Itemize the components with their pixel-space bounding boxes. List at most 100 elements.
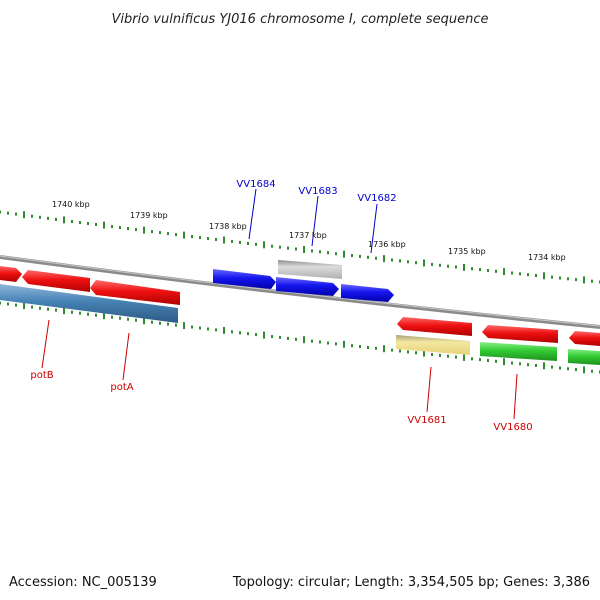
gene-label-vv1682[interactable]: VV1682 — [357, 193, 396, 204]
scale-tick — [423, 349, 425, 357]
gene-label-pota[interactable]: potA — [110, 382, 133, 393]
scale-tick — [87, 222, 89, 225]
scale-tick — [0, 210, 1, 214]
scale-tick — [535, 274, 537, 277]
scale-tick — [383, 345, 385, 353]
scale-tick — [47, 216, 49, 220]
scale-tick — [287, 246, 289, 250]
scale-tick — [439, 353, 441, 357]
gene-feature-vv1683[interactable] — [278, 260, 342, 279]
scale-tick — [575, 278, 577, 282]
gene-feature-red[interactable] — [0, 266, 22, 282]
scale-tick — [55, 217, 57, 221]
scale-label: 1736 kbp — [368, 240, 406, 249]
scale-tick — [191, 325, 193, 329]
scale-tick — [95, 223, 97, 226]
scale-tick — [279, 245, 281, 249]
scale-tick — [111, 315, 113, 319]
scale-tick — [311, 339, 313, 343]
scale-tick — [495, 359, 497, 363]
scale-tick — [87, 312, 89, 316]
scale-tick — [479, 358, 481, 362]
scale-tick — [591, 279, 593, 283]
scale-tick — [399, 349, 401, 353]
scale-tick — [199, 326, 201, 330]
scale-tick — [7, 211, 9, 215]
scale-tick — [335, 342, 337, 346]
scale-tick — [399, 259, 401, 263]
scale-tick — [391, 348, 393, 352]
scale-tick — [39, 306, 41, 310]
scale-tick — [391, 258, 393, 262]
scale-tick — [463, 353, 465, 361]
scale-tick — [239, 331, 241, 335]
gene-label-vv1684[interactable]: VV1684 — [236, 179, 275, 190]
label-leader-line — [370, 203, 378, 254]
scale-tick — [327, 251, 329, 255]
scale-tick — [215, 238, 217, 241]
scale-tick — [567, 277, 569, 281]
scale-tick — [159, 231, 161, 235]
label-leader-line — [248, 188, 257, 240]
scale-tick — [239, 240, 241, 244]
scale-tick — [359, 254, 361, 258]
gene-feature-vv1681[interactable] — [396, 335, 470, 355]
gene-feature-red[interactable] — [569, 331, 600, 346]
scale-tick — [207, 327, 209, 331]
gene-feature-vv1683-arrow[interactable] — [276, 277, 339, 296]
scale-tick — [255, 242, 257, 246]
accession-text: Accession: NC_005139 — [9, 575, 157, 590]
scale-tick — [447, 354, 449, 358]
scale-tick — [0, 301, 1, 305]
scale-tick — [551, 275, 553, 279]
scale-tick — [375, 256, 377, 260]
gene-feature-red[interactable] — [397, 317, 472, 336]
map-title: Vibrio vulnificus YJ016 chromosome I, co… — [111, 12, 488, 27]
gene-label-vv1681[interactable]: VV1681 — [407, 415, 446, 426]
scale-tick — [103, 221, 105, 229]
scale-tick — [471, 267, 473, 271]
gene-label-vv1683[interactable]: VV1683 — [298, 186, 337, 197]
scale-tick — [159, 321, 161, 325]
scale-tick — [551, 365, 553, 369]
scale-tick — [183, 231, 185, 239]
scale-tick — [447, 264, 449, 268]
gene-feature-red[interactable] — [482, 325, 558, 343]
gene-feature-vv1682[interactable] — [341, 284, 394, 302]
scale-tick — [495, 269, 497, 273]
scale-tick — [263, 241, 265, 249]
scale-ticks-bottom — [0, 301, 600, 374]
scale-tick — [79, 311, 81, 315]
scale-tick — [511, 361, 513, 365]
scale-tick — [231, 239, 233, 243]
scale-tick — [303, 336, 305, 344]
label-leader-line — [513, 373, 518, 420]
gene-label-potb[interactable]: potB — [30, 370, 53, 381]
scale-label: 1737 kbp — [289, 231, 327, 240]
scale-tick — [455, 355, 457, 359]
gene-feature-potb[interactable] — [22, 270, 90, 292]
gene-feature-pota[interactable] — [90, 280, 180, 305]
scale-tick — [7, 302, 9, 306]
scale-tick — [415, 351, 417, 355]
scale-tick — [295, 337, 297, 341]
scale-tick — [295, 247, 297, 251]
scale-tick — [567, 367, 569, 371]
scale-tick — [247, 332, 249, 336]
scale-tick — [223, 236, 225, 244]
scale-tick — [423, 259, 425, 267]
gene-label-vv1680[interactable]: VV1680 — [493, 422, 532, 433]
gene-feature-green[interactable] — [568, 349, 600, 365]
scale-tick — [359, 345, 361, 349]
scale-tick — [151, 230, 153, 234]
scale-tick — [439, 263, 441, 267]
scale-tick — [319, 250, 321, 254]
scale-tick — [39, 215, 41, 219]
scale-tick — [431, 262, 433, 266]
gene-feature-steelblue[interactable] — [0, 284, 178, 323]
gene-feature-vv1684[interactable] — [213, 269, 276, 289]
scale-tick — [119, 226, 121, 230]
scale-tick — [127, 227, 129, 231]
gene-feature-vv1680[interactable] — [480, 342, 557, 361]
scale-tick — [511, 271, 513, 275]
